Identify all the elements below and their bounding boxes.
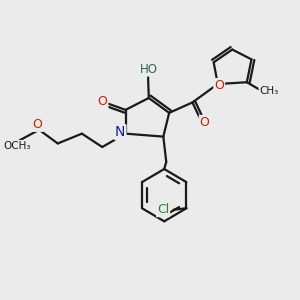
- Text: OCH₃: OCH₃: [3, 141, 31, 151]
- Text: HO: HO: [140, 63, 158, 76]
- Text: N: N: [115, 125, 125, 139]
- Text: O: O: [98, 95, 107, 108]
- Text: O: O: [214, 79, 224, 92]
- Text: O: O: [200, 116, 210, 129]
- Text: CH₃: CH₃: [259, 85, 279, 96]
- Text: O: O: [33, 118, 43, 131]
- Text: Cl: Cl: [157, 203, 169, 216]
